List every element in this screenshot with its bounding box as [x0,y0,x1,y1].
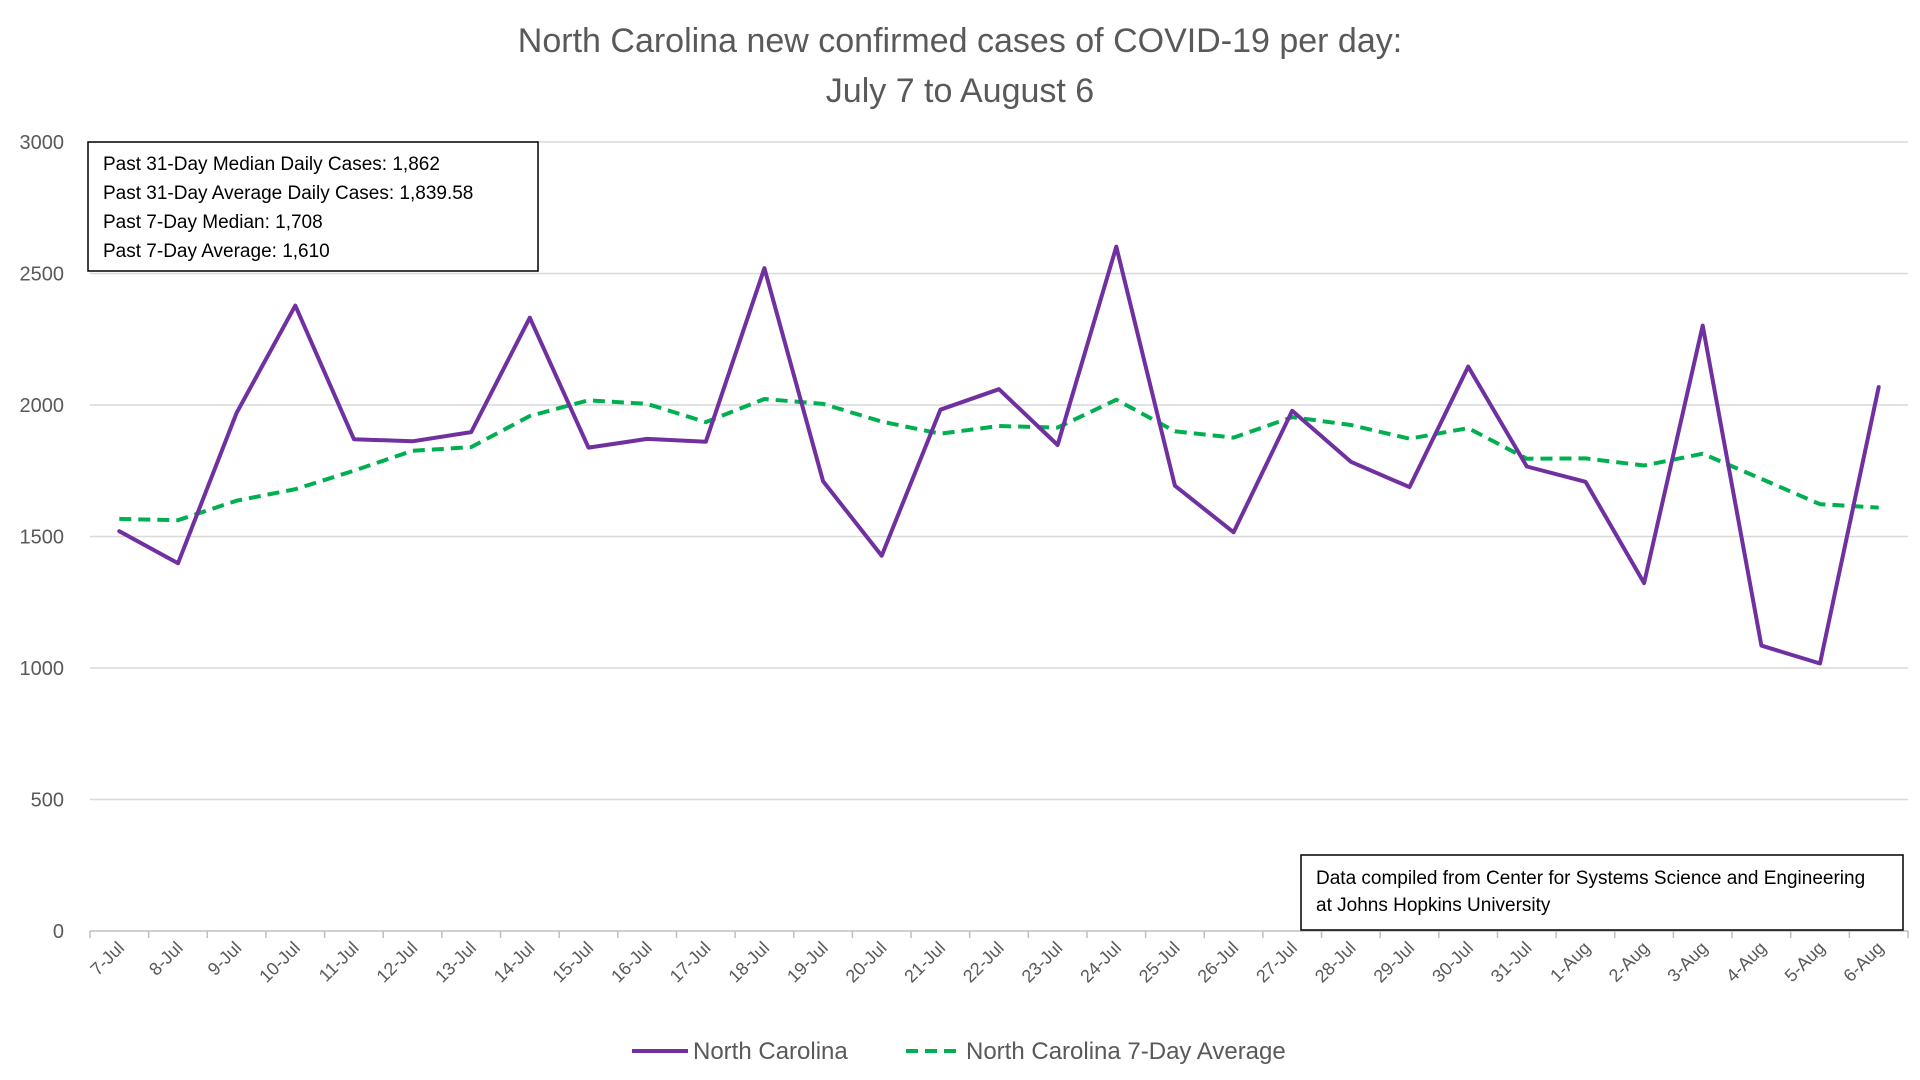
x-tick-label: 19-Jul [783,938,832,987]
x-tick-label: 24-Jul [1076,938,1125,987]
x-tick-label: 11-Jul [315,938,363,986]
source-line-1: Data compiled from Center for Systems Sc… [1316,868,1865,889]
stats-box: Past 31-Day Median Daily Cases: 1,862 Pa… [87,141,539,272]
x-tick-label: 7-Jul [86,938,128,980]
series-layer [117,244,1881,666]
x-tick-label: 14-Jul [490,938,539,987]
y-tick-label: 500 [31,790,64,812]
x-tick-label: 15-Jul [548,938,597,987]
x-tick-label: 8-Jul [145,938,187,980]
source-line-2: at Johns Hopkins University [1316,895,1551,916]
series-line-7-day-average [119,397,1879,523]
legend-label-7-day-average: North Carolina 7-Day Average [966,1038,1286,1065]
x-tick-label: 30-Jul [1428,938,1477,987]
x-tick-label: 5-Aug [1781,938,1829,986]
chart-title-line-2: July 7 to August 6 [826,72,1094,110]
y-axis-ticks: 0 500 1000 1500 2000 2500 3000 [20,132,65,943]
x-tick-label: 1-Aug [1546,938,1594,986]
x-tick-label: 26-Jul [1194,938,1243,987]
x-tick-label: 21-Jul [900,938,949,987]
x-tick-label: 23-Jul [1018,938,1067,987]
x-tick-label: 22-Jul [959,938,1008,987]
chart-title-line-1: North Carolina new confirmed cases of CO… [518,22,1402,60]
x-tick-label: 18-Jul [724,938,773,987]
x-tick-label: 27-Jul [1252,938,1301,987]
x-tick-label: 29-Jul [1370,938,1419,987]
y-tick-label: 1500 [20,527,65,549]
x-tick-label: 17-Jul [666,938,715,987]
legend: North Carolina North Carolina 7-Day Aver… [632,1038,1286,1065]
stats-median-31: Past 31-Day Median Daily Cases: 1,862 [103,154,440,175]
x-tick-label: 10-Jul [255,938,304,987]
series-line-north-carolina [117,244,1881,666]
x-tick-label: 28-Jul [1311,938,1360,987]
x-tick-label: 12-Jul [373,938,422,987]
x-tick-label: 13-Jul [431,938,480,987]
stats-average-31: Past 31-Day Average Daily Cases: 1,839.5… [103,183,473,204]
x-tick-label: 16-Jul [607,938,656,987]
source-box: Data compiled from Center for Systems Sc… [1300,854,1904,931]
legend-label-north-carolina: North Carolina [693,1038,848,1065]
source-box-frame [1300,854,1904,931]
x-tick-label: 25-Jul [1135,938,1184,987]
x-tick-label: 20-Jul [842,938,891,987]
y-tick-label: 0 [53,921,64,943]
x-tick-label: 6-Aug [1839,938,1887,986]
y-tick-label: 2500 [20,264,65,286]
x-tick-label: 2-Aug [1605,938,1653,986]
y-tick-label: 2000 [20,395,65,417]
stats-average-7: Past 7-Day Average: 1,610 [103,241,330,262]
x-tick-label: 3-Aug [1663,938,1711,986]
y-tick-label: 1000 [20,658,65,680]
x-axis-ticks: 7-Jul 8-Jul 9-Jul 10-Jul 11-Jul 12-Jul 13-Jul 1… [86,931,1909,987]
stats-median-7: Past 7-Day Median: 1,708 [103,212,323,233]
x-tick-label: 9-Jul [204,938,246,980]
x-tick-label: 4-Aug [1722,938,1770,986]
y-tick-label: 3000 [20,132,65,154]
stats-box-frame [87,141,539,272]
x-tick-label: 31-Jul [1487,938,1536,987]
